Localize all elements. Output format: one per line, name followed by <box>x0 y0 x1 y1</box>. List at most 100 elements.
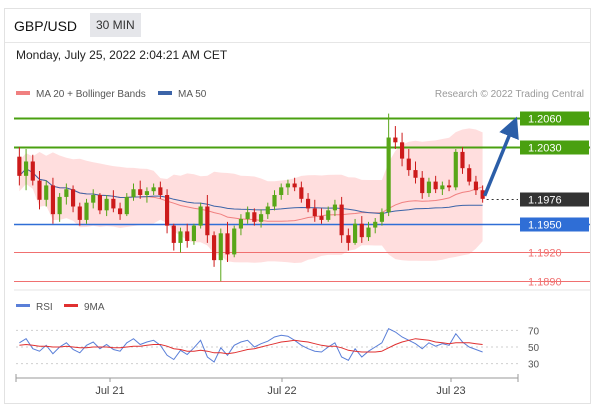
candle-body <box>191 225 197 241</box>
candle-body <box>460 151 465 169</box>
candle-body <box>37 180 42 200</box>
forecast-arrow-layer <box>483 116 519 197</box>
candle-body <box>453 151 458 188</box>
candle-body <box>252 212 257 222</box>
candle-body <box>104 198 109 211</box>
candle-body <box>232 228 237 255</box>
candle-body <box>211 235 217 261</box>
candle-body <box>131 189 136 197</box>
candle-body <box>393 137 398 143</box>
candle-body <box>332 204 338 211</box>
candle-body <box>164 195 170 226</box>
candle-body <box>144 191 150 195</box>
candle-body <box>467 168 472 182</box>
candle-body <box>97 195 103 211</box>
candle-body <box>373 221 378 228</box>
candles-layer <box>17 113 485 282</box>
ma9-legend-swatch <box>64 304 78 307</box>
rsi-layer: 70 50 30 <box>16 326 540 371</box>
candle-body <box>225 233 230 255</box>
candle-body <box>446 185 452 188</box>
copyright-label: Research © 2022 Trading Central <box>435 89 584 100</box>
candle-body <box>265 206 270 215</box>
level-label-1.1976: 1.1976 <box>528 195 562 207</box>
candle-body <box>138 189 143 195</box>
bollinger-band-layer <box>19 128 483 263</box>
rsi-legend-label: RSI <box>36 302 53 313</box>
forecast-arrow <box>483 116 519 197</box>
candle-body <box>352 223 358 243</box>
candle-body <box>198 206 203 226</box>
candle-body <box>70 189 76 207</box>
candle-body <box>23 161 29 176</box>
level-label-1.1950: 1.1950 <box>528 220 562 232</box>
level-badge-1.2060 <box>520 111 589 126</box>
candle-body <box>413 170 418 178</box>
candle-body <box>292 183 297 188</box>
level-label-1.1890: 1.1890 <box>528 277 562 289</box>
level-label-1.1920: 1.1920 <box>528 248 562 260</box>
candle-body <box>440 185 445 190</box>
rsi-tick-label: 50 <box>528 343 540 354</box>
candle-body <box>258 214 264 222</box>
candle-body <box>406 158 411 171</box>
candle-body <box>50 185 56 215</box>
level-label-1.2060: 1.2060 <box>528 114 562 126</box>
rsi-line <box>19 328 483 363</box>
candle-body <box>57 196 62 215</box>
candle-body <box>77 206 82 220</box>
bollinger-band <box>19 128 483 263</box>
x-tick-label: Jul 21 <box>95 385 124 397</box>
ma50-line <box>19 168 483 215</box>
candle-body <box>326 210 331 220</box>
timeframe-button[interactable]: 30 MIN <box>90 13 141 37</box>
candle-body <box>339 204 344 236</box>
candle-body <box>124 196 129 215</box>
candle-body <box>386 137 391 213</box>
candle-body <box>473 181 479 191</box>
level-lines-layer: 1.2060 1.2030 1.1976 1.1950 1.1920 1.1890 <box>14 111 590 289</box>
candle-body <box>299 187 304 199</box>
candle-body <box>17 156 22 176</box>
candle-body <box>426 181 432 194</box>
candle-body <box>171 225 176 243</box>
candle-body <box>346 235 351 243</box>
candle-body <box>285 183 291 188</box>
chart-datetime: Monday, July 25, 2022 2:04:21 AM CET <box>16 48 228 62</box>
candle-body <box>399 142 405 159</box>
rsi-tick-label: 70 <box>528 326 540 337</box>
rsi-tick-label: 30 <box>528 360 540 371</box>
ma50-legend-swatch <box>158 91 172 95</box>
candle-body <box>312 208 317 217</box>
candle-body <box>279 187 284 195</box>
ma50-legend-label: MA 50 <box>178 89 207 100</box>
candle-body <box>245 212 250 219</box>
candle-body <box>480 190 485 199</box>
bollinger-legend-label: MA 20 + Bollinger Bands <box>36 89 146 100</box>
candle-body <box>433 181 438 190</box>
candle-body <box>30 161 35 181</box>
candle-body <box>379 212 385 222</box>
candle-body <box>64 189 69 197</box>
candle-body <box>44 185 49 200</box>
level-label-1.2030: 1.2030 <box>528 143 562 155</box>
level-badge-1.2030 <box>520 140 589 155</box>
x-tick-label: Jul 23 <box>436 385 465 397</box>
bollinger-legend-swatch <box>16 91 30 95</box>
candle-body <box>359 223 364 238</box>
level-badge-1.1976 <box>520 192 589 207</box>
candle-body <box>319 216 324 220</box>
candle-body <box>366 227 371 238</box>
candle-body <box>91 195 96 203</box>
candle-body <box>111 198 116 209</box>
candle-body <box>238 218 244 229</box>
candle-body <box>84 202 89 220</box>
candle-body <box>117 208 123 215</box>
x-axis-layer: Jul 21 Jul 22 Jul 23 <box>15 374 519 397</box>
candle-body <box>305 198 311 209</box>
chart-header: GBP/USD 30 MIN <box>5 9 590 43</box>
candle-body <box>158 187 163 195</box>
x-tick-label: Jul 22 <box>267 385 296 397</box>
level-badge-1.1950 <box>520 217 589 232</box>
